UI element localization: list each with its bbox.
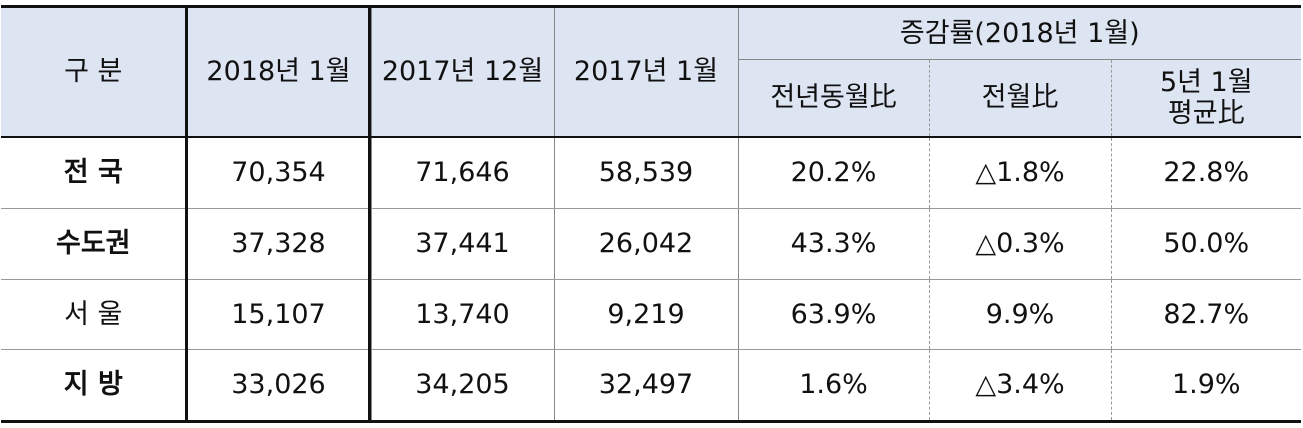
group-header: 증감률(2018년 1월): [738, 5, 1302, 60]
table-cell: 37,328: [186, 208, 372, 280]
table-cell: 20.2%: [738, 136, 930, 209]
table-row: 지 방 33,026 34,205 32,497 1.6% △3.4% 1.9%: [1, 349, 1302, 423]
table-cell: 37,441: [371, 208, 555, 280]
table-cell: 9,219: [554, 279, 739, 350]
table-cell: 71,646: [371, 136, 555, 209]
table-cell: 22.8%: [1111, 136, 1302, 209]
table-cell: 15,107: [186, 279, 372, 350]
table-cell: 63.9%: [738, 279, 930, 350]
header-cell: 전년동월比: [738, 59, 930, 138]
table-cell: 9.9%: [929, 279, 1112, 350]
table-row: 전 국 70,354 71,646 58,539 20.2% △1.8% 22.8%: [1, 136, 1302, 209]
table-cell: 13,740: [371, 279, 555, 350]
table-cell: 1.6%: [738, 349, 930, 423]
row-label: 서 울: [1, 279, 187, 350]
table-cell: △3.4%: [929, 349, 1112, 423]
table-cell: 32,497: [554, 349, 739, 423]
header-cell: 전월比: [929, 59, 1112, 138]
table-cell: 50.0%: [1111, 208, 1302, 280]
table-cell: 26,042: [554, 208, 739, 280]
header-cell: 2018년 1월: [186, 5, 372, 138]
row-label: 수도권: [1, 208, 187, 280]
table-cell: 33,026: [186, 349, 372, 423]
table-cell: 70,354: [186, 136, 372, 209]
table-row: 수도권 37,328 37,441 26,042 43.3% △0.3% 50.0%: [1, 208, 1302, 280]
table-body: 전 국 70,354 71,646 58,539 20.2% △1.8% 22.8% 수도권 3…: [1, 136, 1302, 423]
row-label: 지 방: [1, 349, 187, 423]
data-table: 구 분 2018년 1월 2017년 12월 2017년 1월 증감률(2018…: [1, 5, 1302, 423]
table-cell: 43.3%: [738, 208, 930, 280]
table-row: 서 울 15,107 13,740 9,219 63.9% 9.9% 82.7%: [1, 279, 1302, 350]
table-cell: 82.7%: [1111, 279, 1302, 350]
header-cell: 구 분: [1, 5, 187, 138]
table-cell: 58,539: [554, 136, 739, 209]
table-cell: △1.8%: [929, 136, 1112, 209]
row-label: 전 국: [1, 136, 187, 209]
table-cell: 1.9%: [1111, 349, 1302, 423]
header-cell: 2017년 12월: [371, 5, 555, 138]
table-cell: △0.3%: [929, 208, 1112, 280]
header-cell: 2017년 1월: [554, 5, 739, 138]
table-cell: 34,205: [371, 349, 555, 423]
header-cell: 5년 1월 평균比: [1111, 59, 1302, 138]
